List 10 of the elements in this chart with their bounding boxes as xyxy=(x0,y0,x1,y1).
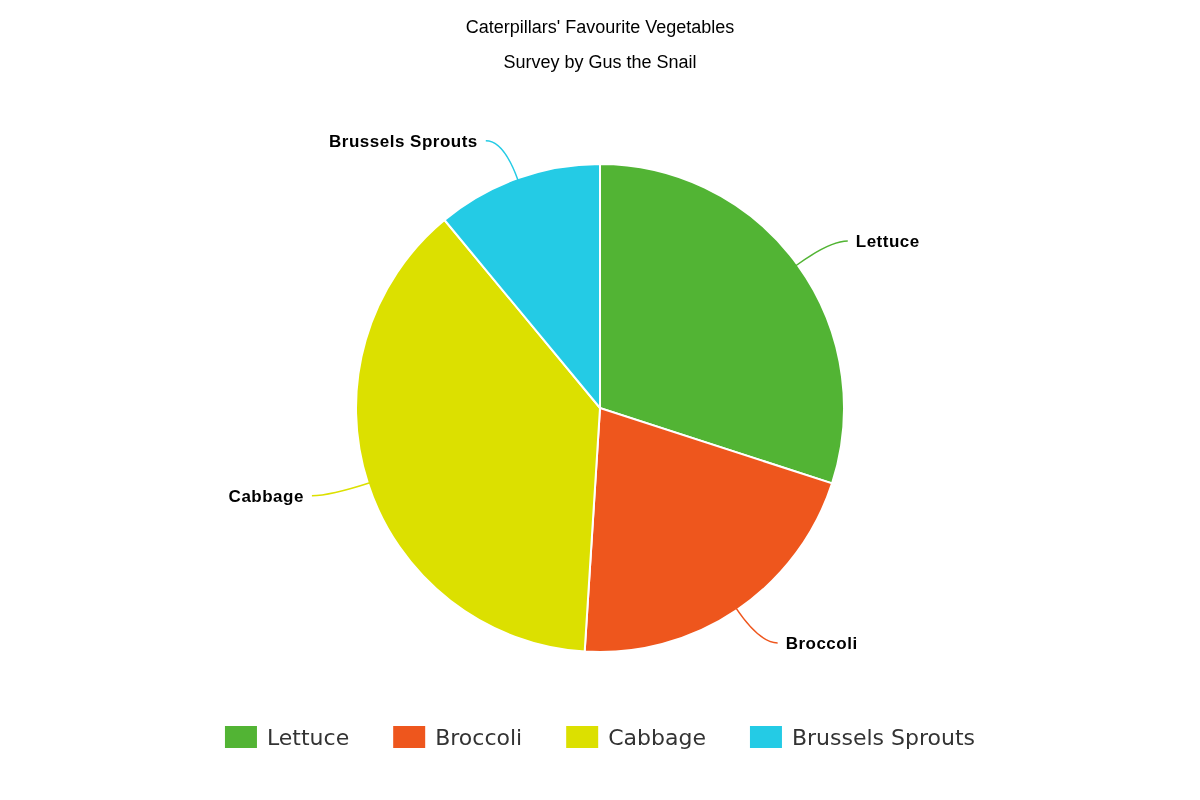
chart-subtitle: Survey by Gus the Snail xyxy=(503,52,697,72)
slice-label: Cabbage xyxy=(228,486,304,506)
slice-label: Brussels Sprouts xyxy=(329,131,478,151)
legend-label: Broccoli xyxy=(435,725,523,750)
legend-label: Lettuce xyxy=(266,725,350,750)
slice-label: Lettuce xyxy=(855,232,920,252)
legend-label: Brussels Sprouts xyxy=(791,725,976,750)
chart-title: Caterpillars' Favourite Vegetables xyxy=(465,17,735,37)
slice-label: Broccoli xyxy=(785,633,858,653)
legend-label: Cabbage xyxy=(608,725,706,750)
